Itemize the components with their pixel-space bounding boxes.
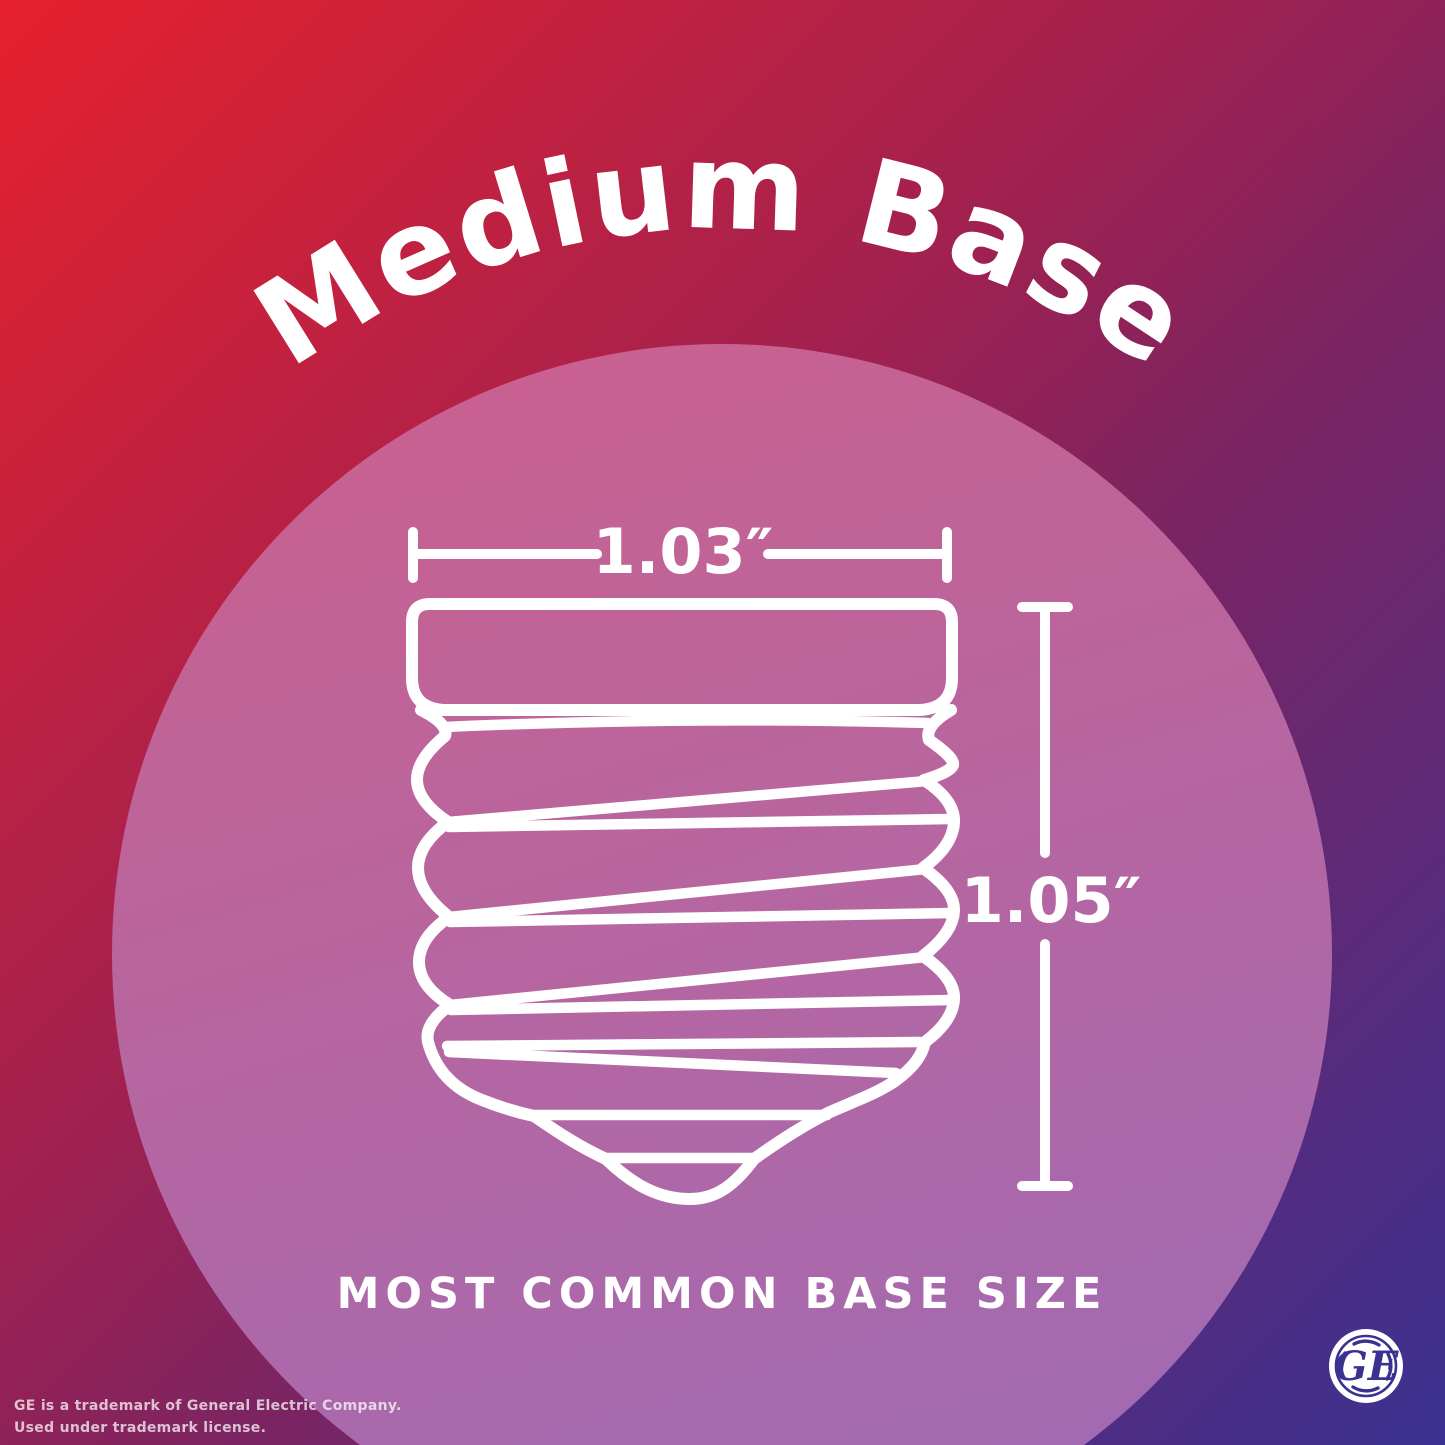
thread-ridge-top bbox=[439, 715, 934, 733]
ge-logo-swirl bbox=[1385, 1352, 1393, 1381]
thread-line bbox=[445, 994, 957, 1016]
bulb-tip-outline bbox=[422, 1036, 931, 1205]
thread-line bbox=[443, 1046, 902, 1079]
thread-line bbox=[442, 775, 933, 828]
width-dimension bbox=[408, 527, 952, 583]
thread-right-edge bbox=[917, 704, 960, 1048]
width-dimension-label: 1.03″ bbox=[593, 515, 774, 588]
thread-line bbox=[443, 863, 932, 923]
thread-left-edge bbox=[411, 704, 456, 1048]
height-dimension bbox=[1017, 602, 1073, 1191]
footer-line2: Used under trademark license. bbox=[14, 1420, 266, 1436]
height-dimension-label: 1.05″ bbox=[961, 864, 1142, 937]
ge-logo: GE bbox=[1329, 1329, 1403, 1403]
ge-logo-swirl bbox=[1352, 1339, 1381, 1347]
bulb-base-diagram bbox=[406, 598, 960, 1205]
bulb-cap-outline bbox=[406, 598, 958, 716]
ge-logo-swirl bbox=[1351, 1385, 1380, 1393]
thread-line bbox=[444, 907, 957, 928]
ge-logo-monogram: GE bbox=[1334, 1343, 1399, 1390]
ge-logo-ring bbox=[1334, 1334, 1398, 1398]
thread-line bbox=[441, 1036, 926, 1052]
thread-line bbox=[444, 951, 932, 1011]
thread-line bbox=[443, 813, 957, 833]
ge-logo-swirl bbox=[1339, 1351, 1347, 1380]
ge-logo-disc bbox=[1329, 1329, 1403, 1403]
ge-logo-swirls bbox=[1339, 1339, 1393, 1393]
footer-line1: GE is a trademark of General Electric Co… bbox=[14, 1398, 402, 1414]
subtitle: MOST COMMON BASE SIZE bbox=[337, 1269, 1108, 1319]
